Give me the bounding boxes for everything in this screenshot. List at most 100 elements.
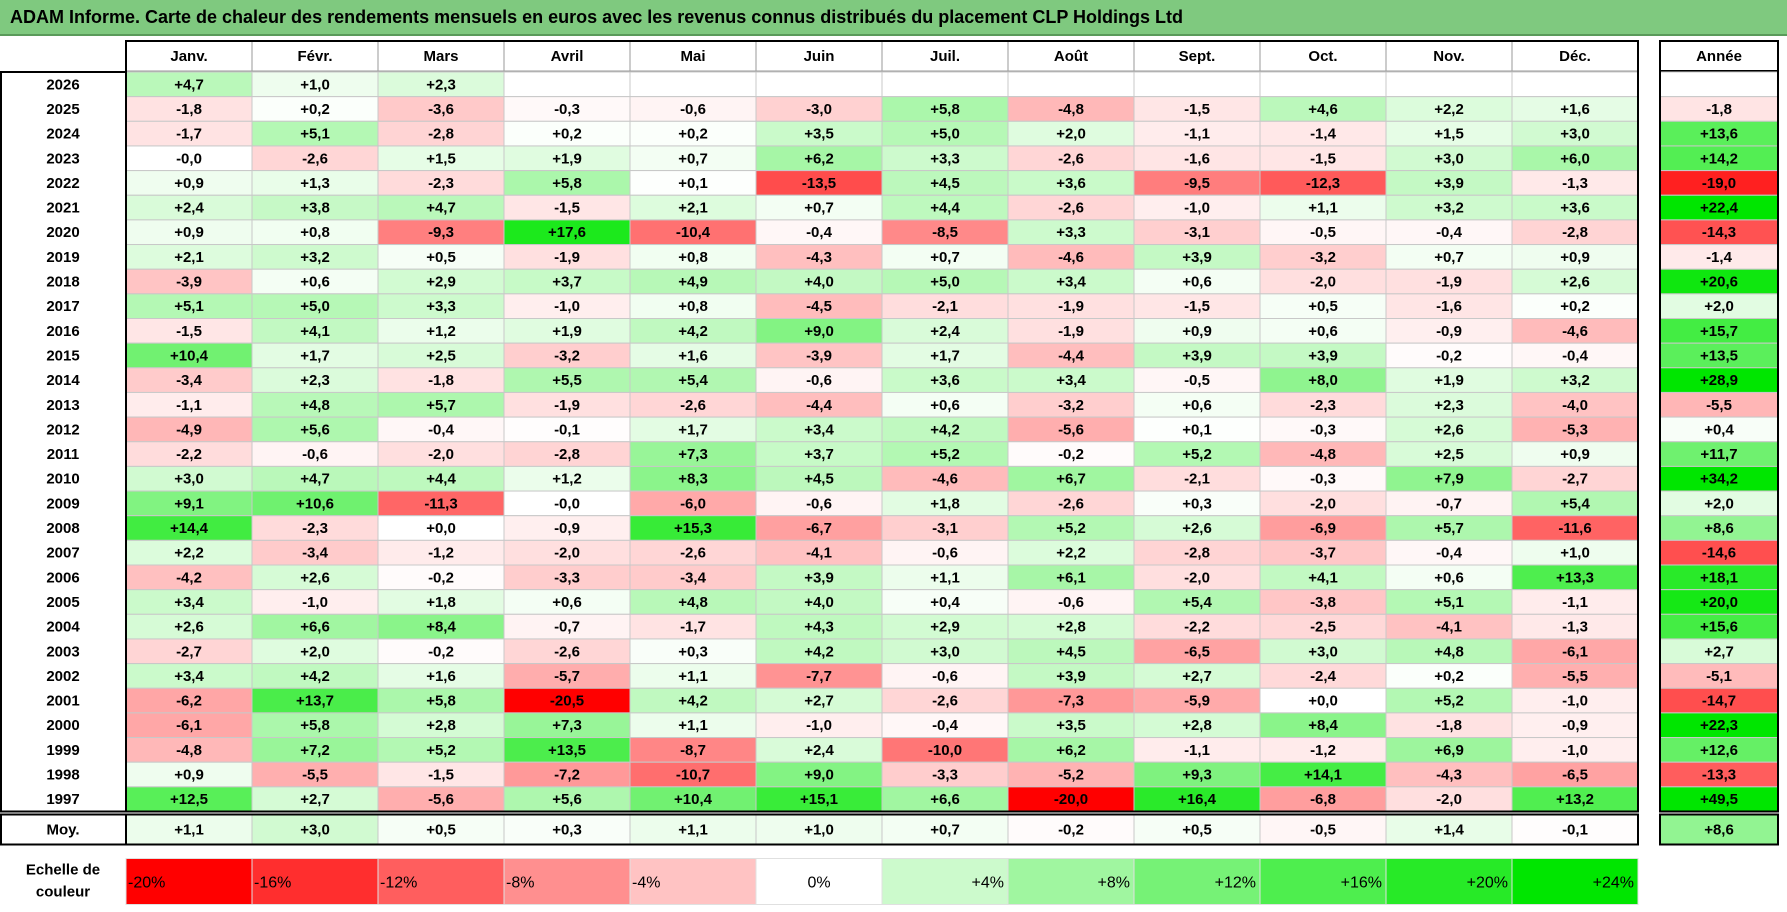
heatmap-cell bbox=[1259, 293, 1387, 320]
year-label: 1997 bbox=[46, 791, 79, 808]
cell-value: -12,3 bbox=[1306, 175, 1340, 192]
cell-value: +1,7 bbox=[930, 347, 960, 364]
scale-label-line2: couleur bbox=[36, 884, 90, 901]
heatmap-cell bbox=[755, 120, 883, 147]
annual-value: +11,7 bbox=[1700, 446, 1737, 463]
cell-value: -2,2 bbox=[176, 446, 202, 463]
cell-value: +8,4 bbox=[1308, 717, 1338, 734]
year-label: 2024 bbox=[46, 126, 80, 143]
cell-value: -4,9 bbox=[176, 421, 202, 438]
cell-value: -2,2 bbox=[1184, 619, 1210, 636]
cell-value: -0,6 bbox=[1058, 594, 1084, 611]
cell-value: -2,3 bbox=[1310, 397, 1336, 414]
heatmap-cell bbox=[377, 564, 505, 591]
average-value: +0,7 bbox=[930, 822, 960, 839]
heatmap-cell bbox=[881, 465, 1009, 492]
annual-value: +2,0 bbox=[1704, 495, 1734, 512]
heatmap-cell bbox=[1259, 441, 1387, 467]
cell-value: +1,9 bbox=[552, 323, 582, 340]
heatmap-cell bbox=[251, 268, 379, 295]
cell-value: -3,2 bbox=[1310, 249, 1336, 266]
heatmap-cell bbox=[881, 96, 1009, 122]
annual-cell bbox=[1659, 194, 1779, 221]
cell-value: -10,0 bbox=[928, 742, 962, 759]
heatmap-cell bbox=[881, 564, 1009, 591]
cell-value: +3,2 bbox=[1560, 372, 1590, 389]
year-label: 2026 bbox=[46, 76, 79, 93]
heatmap-cell bbox=[629, 687, 757, 714]
scale-swatch bbox=[1007, 858, 1135, 905]
heatmap-cell bbox=[503, 441, 631, 467]
cell-value: +2,5 bbox=[1434, 446, 1464, 463]
heatmap-cell bbox=[1511, 145, 1639, 172]
month-header-label: Nov. bbox=[1433, 48, 1464, 65]
annual-value: -14,6 bbox=[1702, 545, 1736, 562]
cell-value: +5,7 bbox=[426, 397, 456, 414]
cell-value: +12,5 bbox=[170, 791, 208, 808]
heatmap-cell bbox=[251, 145, 379, 172]
cell-value: +2,4 bbox=[174, 200, 204, 217]
cell-value: +2,8 bbox=[1056, 619, 1086, 636]
cell-value: -2,1 bbox=[1184, 471, 1210, 488]
cell-value: -1,5 bbox=[1184, 101, 1210, 118]
cell-value: -2,1 bbox=[932, 298, 958, 315]
cell-value: -3,8 bbox=[1310, 594, 1336, 611]
heatmap-cell bbox=[1511, 786, 1639, 812]
cell-value: -4,8 bbox=[1310, 446, 1336, 463]
cell-value: -8,5 bbox=[932, 224, 958, 241]
cell-value: -1,8 bbox=[176, 101, 202, 118]
cell-value: +2,6 bbox=[1434, 421, 1464, 438]
month-header-label: Sept. bbox=[1179, 48, 1216, 65]
cell-value: -1,1 bbox=[1184, 126, 1210, 143]
heatmap-cell bbox=[755, 737, 883, 763]
cell-value: -2,6 bbox=[1058, 150, 1084, 167]
cell-value: +5,0 bbox=[930, 126, 960, 143]
heatmap-cell bbox=[251, 71, 379, 98]
cell-value: -2,8 bbox=[1562, 224, 1588, 241]
heatmap-cell bbox=[755, 96, 883, 122]
scale-stop-label: -16% bbox=[254, 875, 291, 892]
cell-value: -0,2 bbox=[428, 569, 454, 586]
heatmap-cell bbox=[1133, 342, 1261, 369]
cell-value: +6,2 bbox=[1056, 742, 1086, 759]
cell-value: -4,6 bbox=[1562, 323, 1588, 340]
cell-value: -5,6 bbox=[1058, 421, 1084, 438]
cell-value: +0,0 bbox=[426, 520, 456, 537]
heatmap-cell bbox=[251, 120, 379, 147]
scale-stop-label: -8% bbox=[506, 875, 534, 892]
heatmap-cell bbox=[1511, 391, 1639, 418]
annual-value: -5,1 bbox=[1706, 668, 1732, 685]
heatmap-cell bbox=[251, 416, 379, 443]
cell-value: -2,6 bbox=[554, 643, 580, 660]
cell-value: -1,5 bbox=[1310, 150, 1336, 167]
heatmap-cell bbox=[1133, 71, 1261, 98]
annual-value: +22,4 bbox=[1700, 200, 1739, 217]
heatmap-cell bbox=[503, 318, 631, 344]
cell-value: +3,9 bbox=[1308, 347, 1338, 364]
heatmap-cell bbox=[1511, 712, 1639, 739]
cell-value: +9,0 bbox=[804, 323, 834, 340]
heatmap-cell bbox=[1259, 663, 1387, 689]
cell-value: -2,6 bbox=[302, 150, 328, 167]
cell-value: -1,2 bbox=[1310, 742, 1336, 759]
cell-value: +3,7 bbox=[552, 274, 582, 291]
cell-value: -0,6 bbox=[302, 446, 328, 463]
heatmap-cell bbox=[125, 416, 253, 443]
annual-value: -13,3 bbox=[1702, 767, 1736, 784]
heatmap-cell bbox=[125, 71, 253, 98]
year-label: 2012 bbox=[46, 421, 79, 438]
heatmap-cell bbox=[503, 515, 631, 541]
average-cell bbox=[1133, 814, 1261, 845]
year-cell bbox=[0, 343, 126, 368]
heatmap-cell bbox=[377, 515, 505, 541]
heatmap-cell bbox=[377, 712, 505, 739]
cell-value: -1,7 bbox=[680, 619, 706, 636]
cell-value: +3,0 bbox=[930, 643, 960, 660]
cell-value: -1,6 bbox=[1436, 298, 1462, 315]
average-value: +1,0 bbox=[804, 822, 834, 839]
year-cell bbox=[0, 589, 126, 615]
cell-value: -5,3 bbox=[1562, 421, 1588, 438]
cell-value: +5,6 bbox=[552, 791, 582, 808]
heatmap-cell bbox=[629, 613, 757, 640]
